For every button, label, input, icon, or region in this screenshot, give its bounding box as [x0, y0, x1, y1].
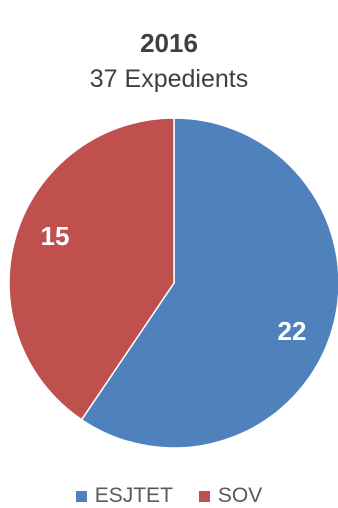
- chart-subtitle: 37 Expedients: [89, 65, 249, 93]
- chart-title: 2016: [140, 28, 198, 58]
- legend-label-esjtet: ESJTET: [94, 484, 173, 507]
- data-label-sov: 15: [41, 221, 70, 251]
- legend-item-sov: SOV: [198, 484, 263, 508]
- legend-label-sov: SOV: [217, 484, 263, 507]
- pie-slice-esjtet: [80, 117, 338, 449]
- pie-slice-sov: [8, 117, 175, 421]
- legend-item-esjtet: ESJTET: [75, 484, 173, 508]
- data-label-esjtet: 22: [278, 316, 307, 346]
- legend-swatch-sov: [198, 490, 210, 502]
- legend: ESJTET SOV: [0, 484, 338, 508]
- legend-swatch-esjtet: [75, 490, 87, 502]
